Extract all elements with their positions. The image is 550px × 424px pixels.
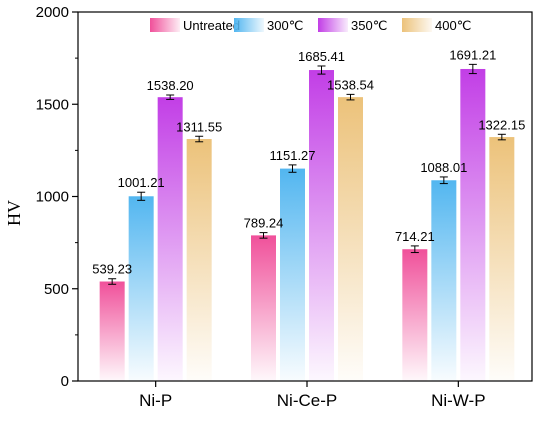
y-tick-label: 1500 [36,96,69,113]
data-labels-group: 539.23 1001.21 1538.20 1311.55 789.24 1151.27… [92,47,525,276]
legend-swatch [402,18,432,32]
bar [186,139,212,381]
bar [489,137,515,381]
bar [157,97,183,382]
data-label: 1538.20 [147,78,194,93]
legend-label: 300℃ [267,18,303,33]
bar [309,70,334,381]
data-label: 1088.01 [420,160,467,175]
bar [431,180,457,381]
bar [280,168,305,381]
bar [402,249,428,381]
y-axis-label: HV [4,200,24,226]
legend-swatch [318,18,348,32]
error-bars-group [108,63,506,285]
legend-label: 400℃ [435,18,471,33]
data-label: 1322.15 [478,117,525,132]
data-label: 789.24 [244,216,284,231]
data-label: 1001.21 [118,175,165,190]
data-label: 714.21 [395,229,435,244]
data-label: 1538.54 [327,77,374,92]
bar [128,196,154,381]
legend-swatch [150,18,180,32]
data-label: 1311.55 [176,119,222,134]
y-tick-label: 2000 [36,4,69,21]
data-label: 1151.27 [269,148,315,163]
y-tick-label: 1000 [36,189,69,206]
x-axis: Ni-P Ni-Ce-P Ni-W-P [139,381,486,410]
data-label: 539.23 [92,262,132,277]
y-tick-label: 0 [61,373,69,390]
legend: Untreated 300℃ 350℃ 400℃ [150,18,471,33]
x-category-label: Ni-P [139,391,172,410]
bar [338,97,363,381]
data-label: 1685.41 [298,49,345,64]
x-category-label: Ni-Ce-P [277,391,337,410]
bar [99,281,125,381]
bars-group [99,68,515,382]
legend-label: 350℃ [351,18,387,33]
bar [460,68,486,382]
y-tick-label: 500 [44,281,69,298]
y-axis: 0 500 1000 1500 2000 [36,4,78,390]
legend-swatch [234,18,264,32]
x-category-label: Ni-W-P [431,391,485,410]
bar [251,235,276,381]
data-label: 1691.21 [449,47,496,62]
legend-label: Untreated [183,18,240,33]
